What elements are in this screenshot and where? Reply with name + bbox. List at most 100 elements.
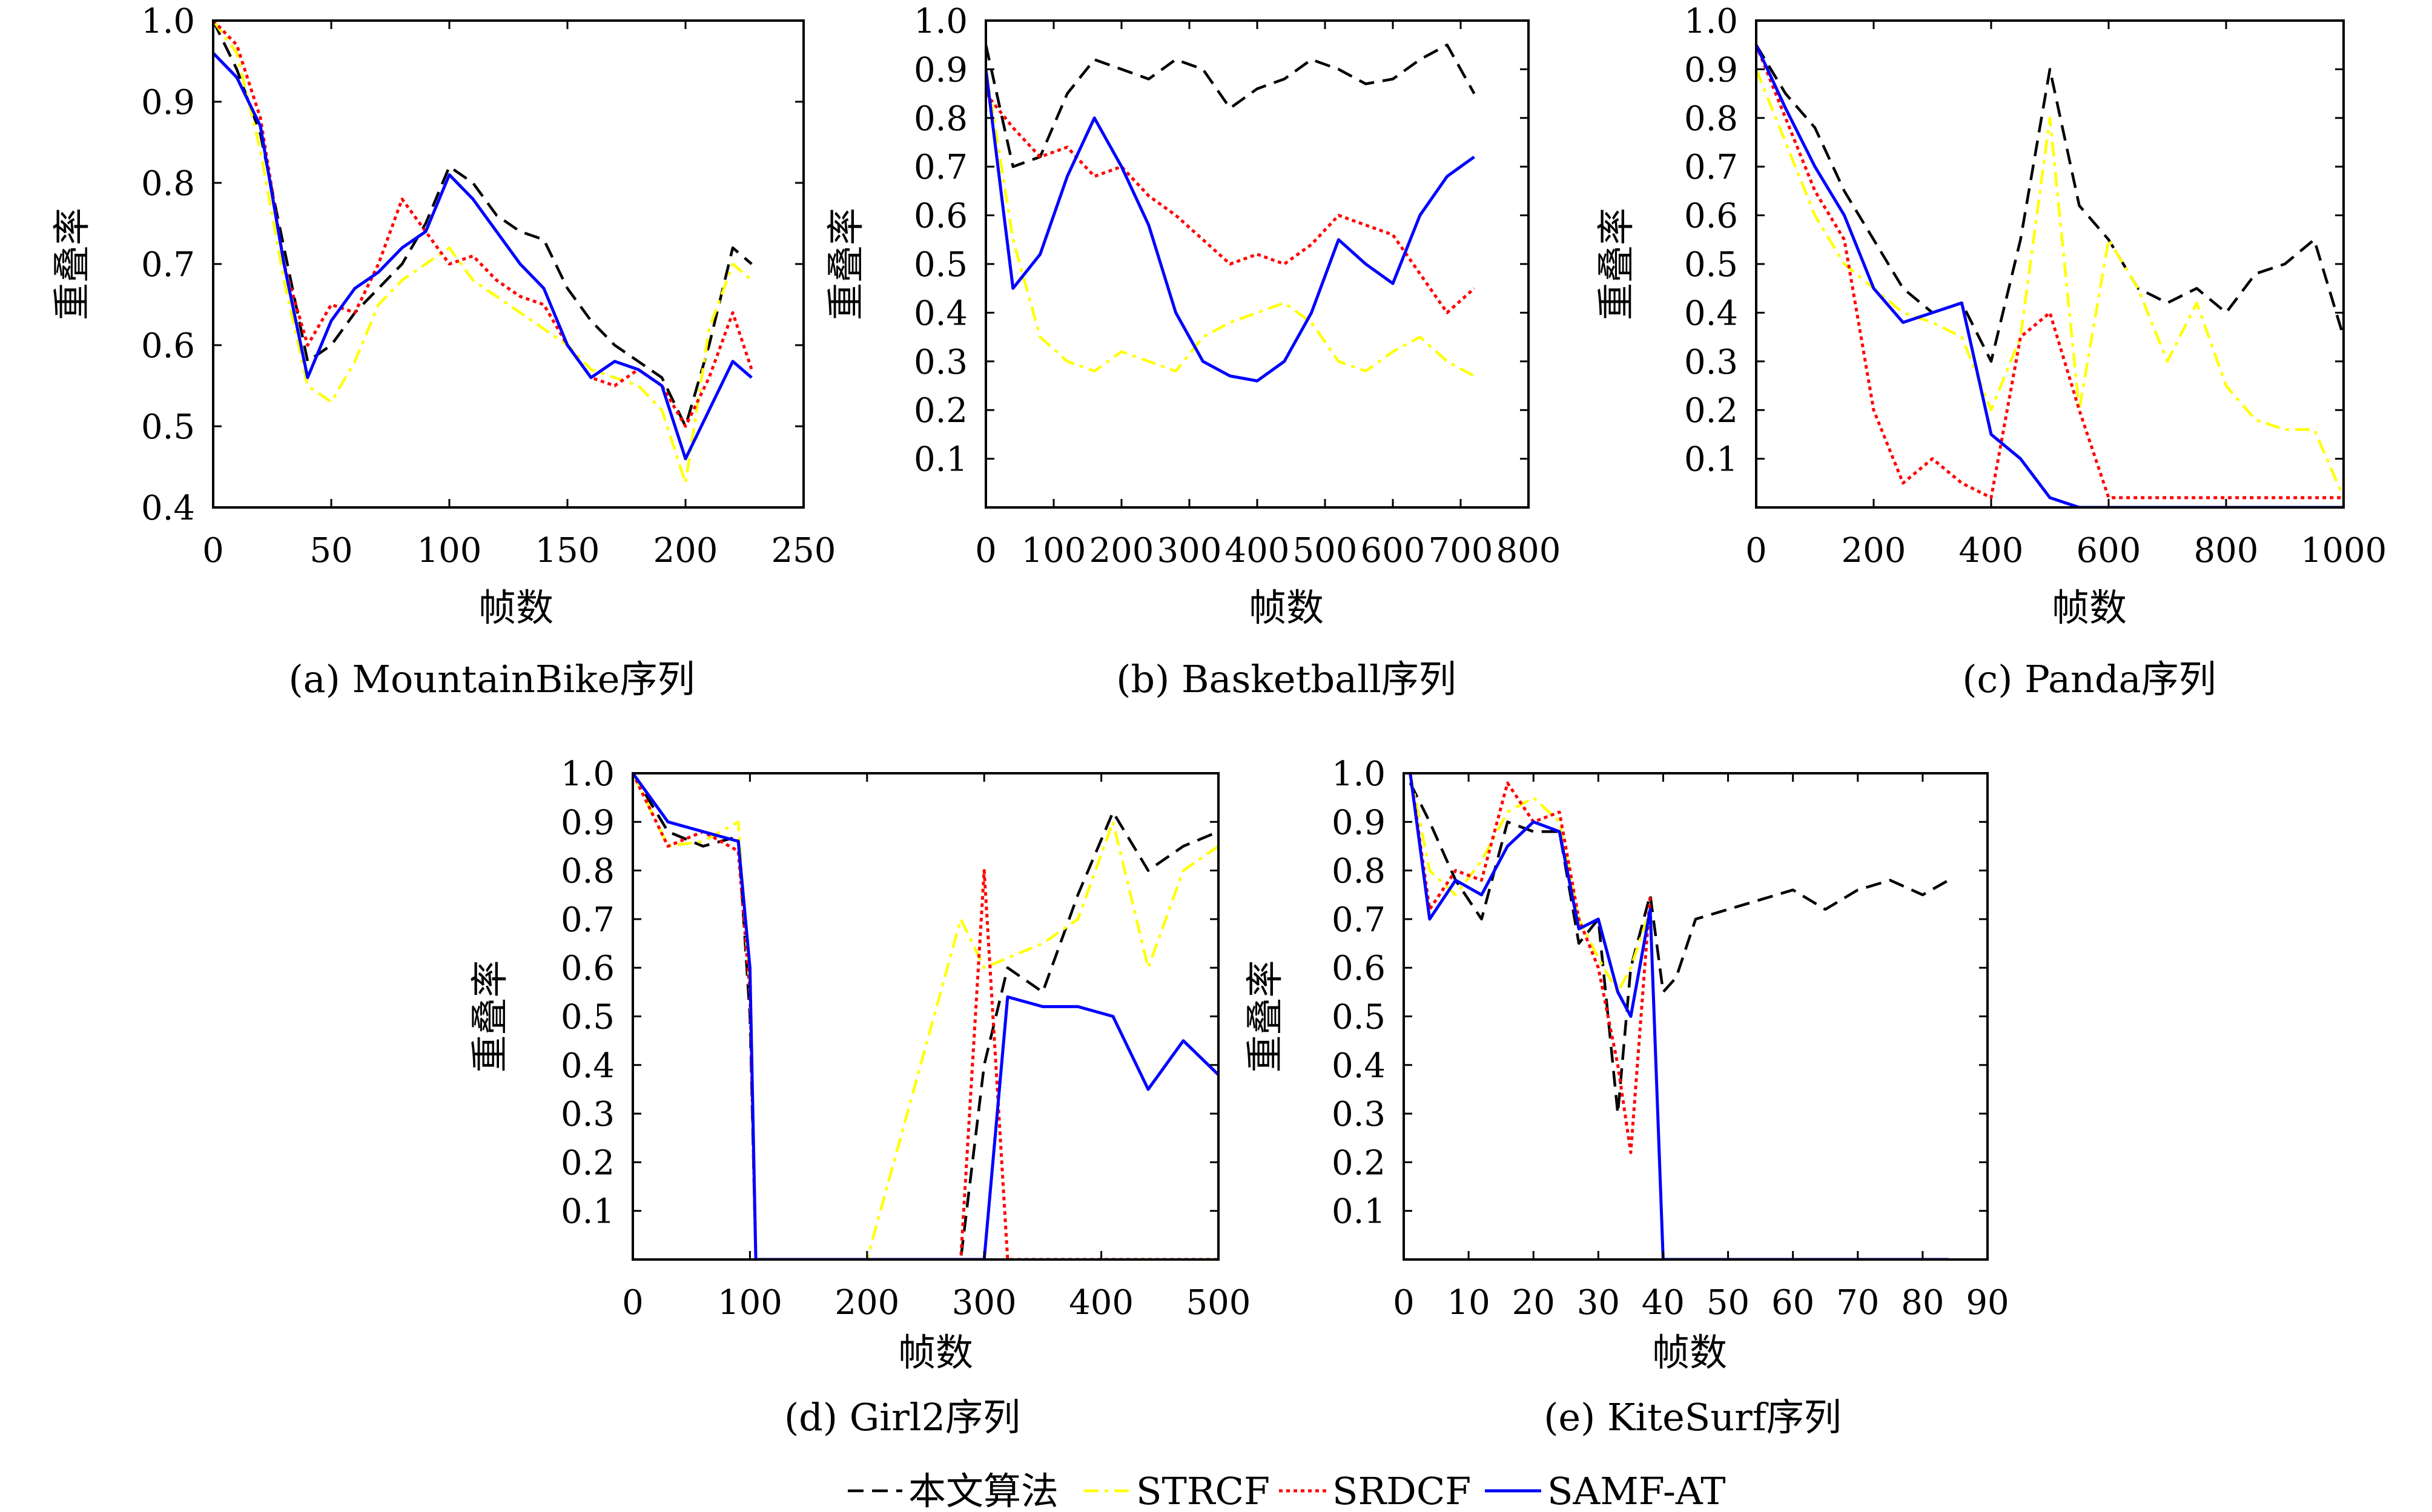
x-tick-label: 20 xyxy=(1512,1283,1555,1322)
chart-panel-1: 0 50 100 150 200 250 0.4 0.5 0.6 0.7 0.8 0.9 1.0 帧数 重叠… xyxy=(50,2,836,701)
y-axis-label: 重叠率 xyxy=(50,208,94,320)
x-tick-label: 1000 xyxy=(2301,531,2387,570)
x-tick-label: 300 xyxy=(1157,531,1222,570)
x-tick-label: 800 xyxy=(2194,531,2259,570)
panel-caption: (c) Panda序列 xyxy=(1962,657,2216,701)
y-tick-label: 0.2 xyxy=(1684,391,1738,431)
x-tick-label: 100 xyxy=(417,531,482,570)
x-tick-label: 700 xyxy=(1429,531,1493,570)
x-tick-label: 400 xyxy=(1959,531,2024,570)
y-tick-label: 0.7 xyxy=(1684,148,1738,187)
x-axis-label: 帧数 xyxy=(1249,586,1324,630)
y-tick-label: 0.8 xyxy=(914,99,968,139)
panel-caption: (d) Girl2序列 xyxy=(784,1395,1020,1439)
panel-caption: (a) MountainBike序列 xyxy=(288,657,695,701)
legend-label-2: STRCF xyxy=(1136,1469,1270,1512)
x-tick-label: 100 xyxy=(1022,531,1086,570)
x-tick-label: 0 xyxy=(202,531,224,570)
y-tick-label: 0.8 xyxy=(1332,852,1386,891)
y-axis-label: 重叠率 xyxy=(1243,960,1287,1072)
y-tick-label: 0.3 xyxy=(1684,343,1738,382)
y-tick-label: 0.4 xyxy=(914,294,968,333)
y-axis-label: 重叠率 xyxy=(468,960,512,1072)
x-tick-label: 300 xyxy=(952,1283,1017,1322)
x-tick-label: 50 xyxy=(309,531,352,570)
panel-caption: (b) Basketball序列 xyxy=(1116,657,1456,701)
x-tick-label: 600 xyxy=(1361,531,1426,570)
chart-panel-3: 0 200 400 600 800 1000 0.1 0.2 0.3 0.4 0.5 0.6 0.7 0.… xyxy=(1594,2,2387,701)
x-tick-label: 80 xyxy=(1901,1283,1944,1322)
y-axis-label: 重叠率 xyxy=(1594,208,1638,320)
y-tick-label: 0.7 xyxy=(1332,900,1386,940)
series-line-2 xyxy=(986,69,1475,377)
series-line-2 xyxy=(1756,68,2344,498)
y-tick-label: 0.7 xyxy=(141,245,195,285)
y-tick-label: 0.2 xyxy=(561,1143,615,1183)
legend-label-4: SAMF-AT xyxy=(1547,1469,1726,1512)
y-tick-label: 0.6 xyxy=(914,197,968,236)
x-tick-label: 10 xyxy=(1447,1283,1490,1322)
y-tick-label: 0.5 xyxy=(914,245,968,285)
series-line-1 xyxy=(1756,44,2344,363)
y-tick-label: 0.4 xyxy=(1684,294,1738,333)
x-tick-label: 200 xyxy=(653,531,718,570)
plot-frame xyxy=(632,772,1220,1261)
series-line-4 xyxy=(986,69,1475,383)
y-tick-label: 0.7 xyxy=(914,148,968,187)
series-line-1 xyxy=(986,43,1476,168)
series-line-2 xyxy=(633,773,1218,1259)
x-tick-label: 0 xyxy=(1745,531,1767,570)
y-tick-label: 0.1 xyxy=(914,440,968,480)
x-tick-label: 60 xyxy=(1771,1283,1814,1322)
y-tick-label: 1.0 xyxy=(561,754,615,794)
series-line-4 xyxy=(213,51,753,461)
y-tick-label: 0.9 xyxy=(141,83,195,122)
legend-label-1: 本文算法 xyxy=(908,1469,1059,1512)
x-tick-label: 200 xyxy=(1089,531,1154,570)
series-line-3 xyxy=(633,773,1218,1259)
y-tick-label: 0.6 xyxy=(1332,949,1386,988)
series-line-3 xyxy=(213,21,753,428)
y-tick-label: 0.8 xyxy=(1684,99,1738,139)
y-tick-label: 0.9 xyxy=(561,803,615,842)
chart-panel-4: 0 100 200 300 400 500 0.1 0.2 0.3 0.4 0.5 0.6 0.7 0.8… xyxy=(468,754,1251,1439)
x-tick-label: 500 xyxy=(1293,531,1358,570)
legend: 本文算法 STRCF SRDCF SAMF-AT xyxy=(848,1469,1726,1512)
y-tick-label: 0.9 xyxy=(914,50,968,90)
y-tick-label: 0.6 xyxy=(141,326,195,366)
x-tick-label: 200 xyxy=(1842,531,1906,570)
x-tick-label: 40 xyxy=(1642,1283,1685,1322)
y-tick-label: 1.0 xyxy=(1332,754,1386,794)
y-tick-label: 0.1 xyxy=(1332,1192,1386,1232)
x-tick-label: 800 xyxy=(1496,531,1561,570)
y-tick-label: 0.8 xyxy=(561,852,615,891)
x-tick-label: 0 xyxy=(975,531,997,570)
x-tick-label: 30 xyxy=(1577,1283,1620,1322)
plot-frame xyxy=(212,19,805,509)
series-line-4 xyxy=(633,773,1218,1259)
chart-panel-5: 0 10 20 30 40 50 60 70 80 90 0.1 0.2 0.3 0.4 0.5 0.6 0.7… xyxy=(1243,754,2009,1439)
x-axis-label: 帧数 xyxy=(1652,1330,1727,1375)
x-tick-label: 600 xyxy=(2077,531,2141,570)
y-tick-label: 0.2 xyxy=(1332,1143,1386,1183)
x-tick-label: 150 xyxy=(535,531,600,570)
series-line-3 xyxy=(986,93,1476,314)
x-tick-label: 70 xyxy=(1836,1283,1879,1322)
series-line-2 xyxy=(1409,773,1652,994)
x-tick-label: 90 xyxy=(1966,1283,2009,1322)
y-tick-label: 0.4 xyxy=(1332,1046,1386,1086)
x-tick-label: 400 xyxy=(1069,1283,1134,1322)
series-line-4 xyxy=(1756,44,2344,507)
series-line-1 xyxy=(633,773,1218,1259)
y-tick-label: 0.7 xyxy=(561,900,615,940)
panel-caption: (e) KiteSurf序列 xyxy=(1544,1395,1842,1439)
y-tick-label: 0.1 xyxy=(561,1192,615,1232)
series-line-4 xyxy=(1409,773,1949,1259)
series-line-3 xyxy=(1409,773,1652,1154)
y-tick-label: 1.0 xyxy=(1684,2,1738,41)
x-axis-label: 帧数 xyxy=(478,586,553,630)
y-axis-label: 重叠率 xyxy=(824,208,868,320)
x-tick-label: 400 xyxy=(1225,531,1290,570)
y-tick-label: 0.5 xyxy=(1332,998,1386,1037)
chart-panel-2: 0 100 200 300 400 500 600 700 800 0.1 0.2 0.3 0.4 0.5… xyxy=(824,2,1561,701)
